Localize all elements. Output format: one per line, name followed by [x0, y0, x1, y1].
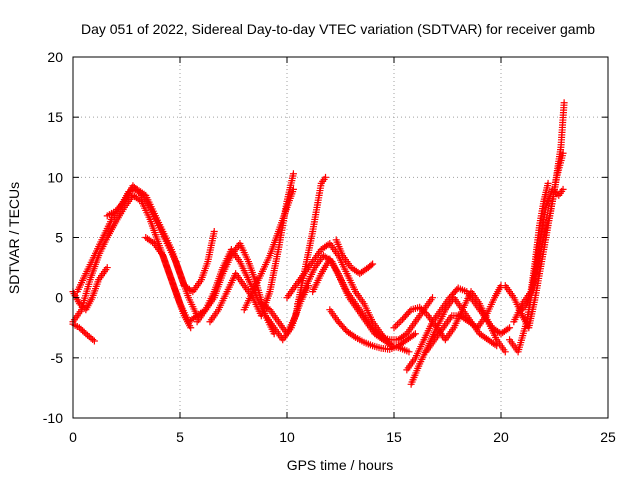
data-point	[376, 332, 384, 340]
axis-ticks: 0 5 10 15 20 25 -10 -5 0 5 10 15 20	[43, 49, 616, 445]
x-tick-label: 15	[386, 429, 402, 445]
x-tick-label: 5	[176, 429, 184, 445]
data-points	[69, 99, 568, 388]
data-point	[75, 300, 83, 308]
data-point	[149, 238, 157, 246]
data-point	[472, 323, 480, 331]
data-point	[103, 264, 111, 272]
data-point	[289, 185, 297, 193]
chart-title: Day 051 of 2022, Sidereal Day-to-day VTE…	[81, 21, 595, 37]
y-tick-label: -5	[51, 350, 64, 366]
data-point	[90, 337, 98, 345]
data-point	[395, 319, 403, 327]
grid-lines	[73, 57, 608, 418]
data-point	[544, 179, 552, 187]
data-point	[390, 324, 398, 332]
data-point	[322, 173, 330, 181]
data-point	[324, 241, 332, 249]
data-point	[559, 185, 567, 193]
data-point	[367, 261, 375, 269]
data-point	[393, 320, 401, 328]
data-point	[210, 227, 218, 235]
x-tick-label: 20	[493, 429, 509, 445]
data-point	[187, 324, 195, 332]
x-axis-label: GPS time / hours	[287, 457, 394, 473]
data-point	[264, 304, 272, 312]
data-point	[79, 303, 87, 311]
data-point	[79, 327, 87, 335]
data-point	[289, 170, 297, 178]
x-tick-label: 10	[279, 429, 295, 445]
data-point	[504, 325, 512, 333]
data-point	[77, 301, 85, 309]
data-point	[421, 308, 429, 316]
data-point	[77, 325, 85, 333]
data-point	[401, 331, 409, 339]
data-point	[560, 99, 568, 107]
data-point	[187, 286, 195, 294]
data-point	[405, 348, 413, 356]
y-tick-label: 0	[55, 290, 63, 306]
data-point	[411, 330, 419, 338]
data-point	[392, 322, 400, 330]
data-point	[493, 342, 501, 350]
data-point	[406, 307, 414, 315]
x-tick-label: 25	[600, 429, 616, 445]
y-axis-label: SDTVAR / TECUs	[6, 182, 22, 294]
data-point	[429, 294, 437, 302]
data-point	[397, 317, 405, 325]
data-point	[419, 307, 427, 315]
data-point	[506, 324, 514, 332]
data-point	[501, 348, 509, 356]
y-tick-label: 10	[47, 169, 63, 185]
data-point	[119, 199, 127, 207]
data-point	[416, 303, 424, 311]
data-point	[89, 336, 97, 344]
data-point	[423, 310, 431, 318]
data-point	[350, 332, 358, 340]
data-point	[417, 305, 425, 313]
data-point	[136, 190, 144, 198]
data-point	[80, 328, 88, 336]
y-tick-label: 5	[55, 230, 63, 246]
y-tick-label: -10	[43, 410, 63, 426]
data-point	[559, 149, 567, 157]
data-point	[369, 260, 377, 268]
y-tick-label: 15	[47, 109, 63, 125]
x-tick-label: 0	[69, 429, 77, 445]
data-point	[410, 331, 418, 339]
data-point	[75, 324, 83, 332]
data-point	[491, 341, 499, 349]
y-tick-label: 20	[47, 49, 63, 65]
